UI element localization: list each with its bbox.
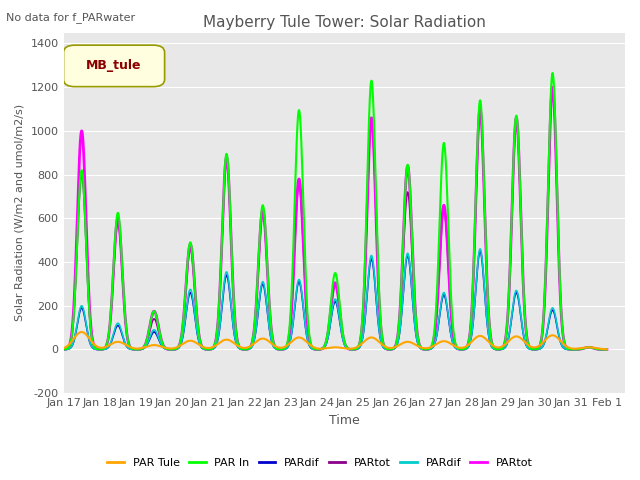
Text: No data for f_PARwater: No data for f_PARwater xyxy=(6,12,136,23)
X-axis label: Time: Time xyxy=(329,414,360,427)
Y-axis label: Solar Radiation (W/m2 and umol/m2/s): Solar Radiation (W/m2 and umol/m2/s) xyxy=(15,104,25,322)
Legend: PAR Tule, PAR In, PARdif, PARtot, PARdif, PARtot: PAR Tule, PAR In, PARdif, PARtot, PARdif… xyxy=(103,453,537,472)
FancyBboxPatch shape xyxy=(63,45,164,87)
Text: MB_tule: MB_tule xyxy=(86,59,142,72)
Title: Mayberry Tule Tower: Solar Radiation: Mayberry Tule Tower: Solar Radiation xyxy=(203,15,486,30)
